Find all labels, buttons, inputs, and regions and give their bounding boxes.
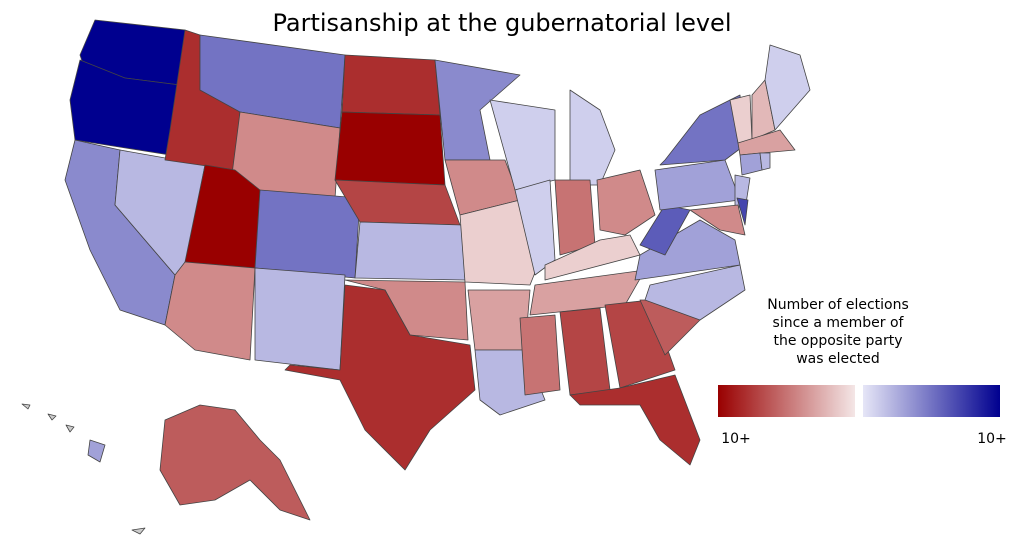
island xyxy=(21,403,31,410)
state xyxy=(764,44,811,131)
state xyxy=(554,179,596,256)
state xyxy=(434,59,521,161)
state xyxy=(159,404,311,521)
island xyxy=(47,413,57,421)
state xyxy=(354,221,466,281)
state xyxy=(644,264,746,321)
state xyxy=(341,54,441,116)
colorbar-positive xyxy=(863,385,1000,417)
state xyxy=(559,307,611,396)
state xyxy=(519,314,561,396)
state xyxy=(736,197,749,226)
state xyxy=(544,234,641,281)
state xyxy=(164,261,256,361)
state xyxy=(254,267,346,371)
state xyxy=(569,89,616,186)
colorbar-negative xyxy=(718,385,855,417)
state xyxy=(334,111,446,186)
legend-title: Number of elections xyxy=(767,297,909,313)
state xyxy=(514,179,556,276)
state xyxy=(739,152,763,176)
colorbar-label: 10+ xyxy=(721,431,751,447)
state xyxy=(596,169,656,236)
legend-title: the opposite party xyxy=(773,333,902,349)
island xyxy=(131,527,146,535)
island xyxy=(65,424,75,433)
map-title: Partisanship at the gubernatorial level xyxy=(273,9,732,37)
state xyxy=(254,189,361,279)
state xyxy=(284,284,476,471)
state xyxy=(87,439,106,463)
state xyxy=(634,219,741,281)
state xyxy=(759,152,771,171)
state xyxy=(344,279,469,341)
legend-title: since a member of xyxy=(773,315,905,331)
state xyxy=(654,159,741,211)
legend-title: was elected xyxy=(796,351,880,367)
state xyxy=(737,129,796,156)
state xyxy=(689,204,746,236)
colorbar-label: 10+ xyxy=(977,431,1007,447)
state xyxy=(569,374,701,466)
